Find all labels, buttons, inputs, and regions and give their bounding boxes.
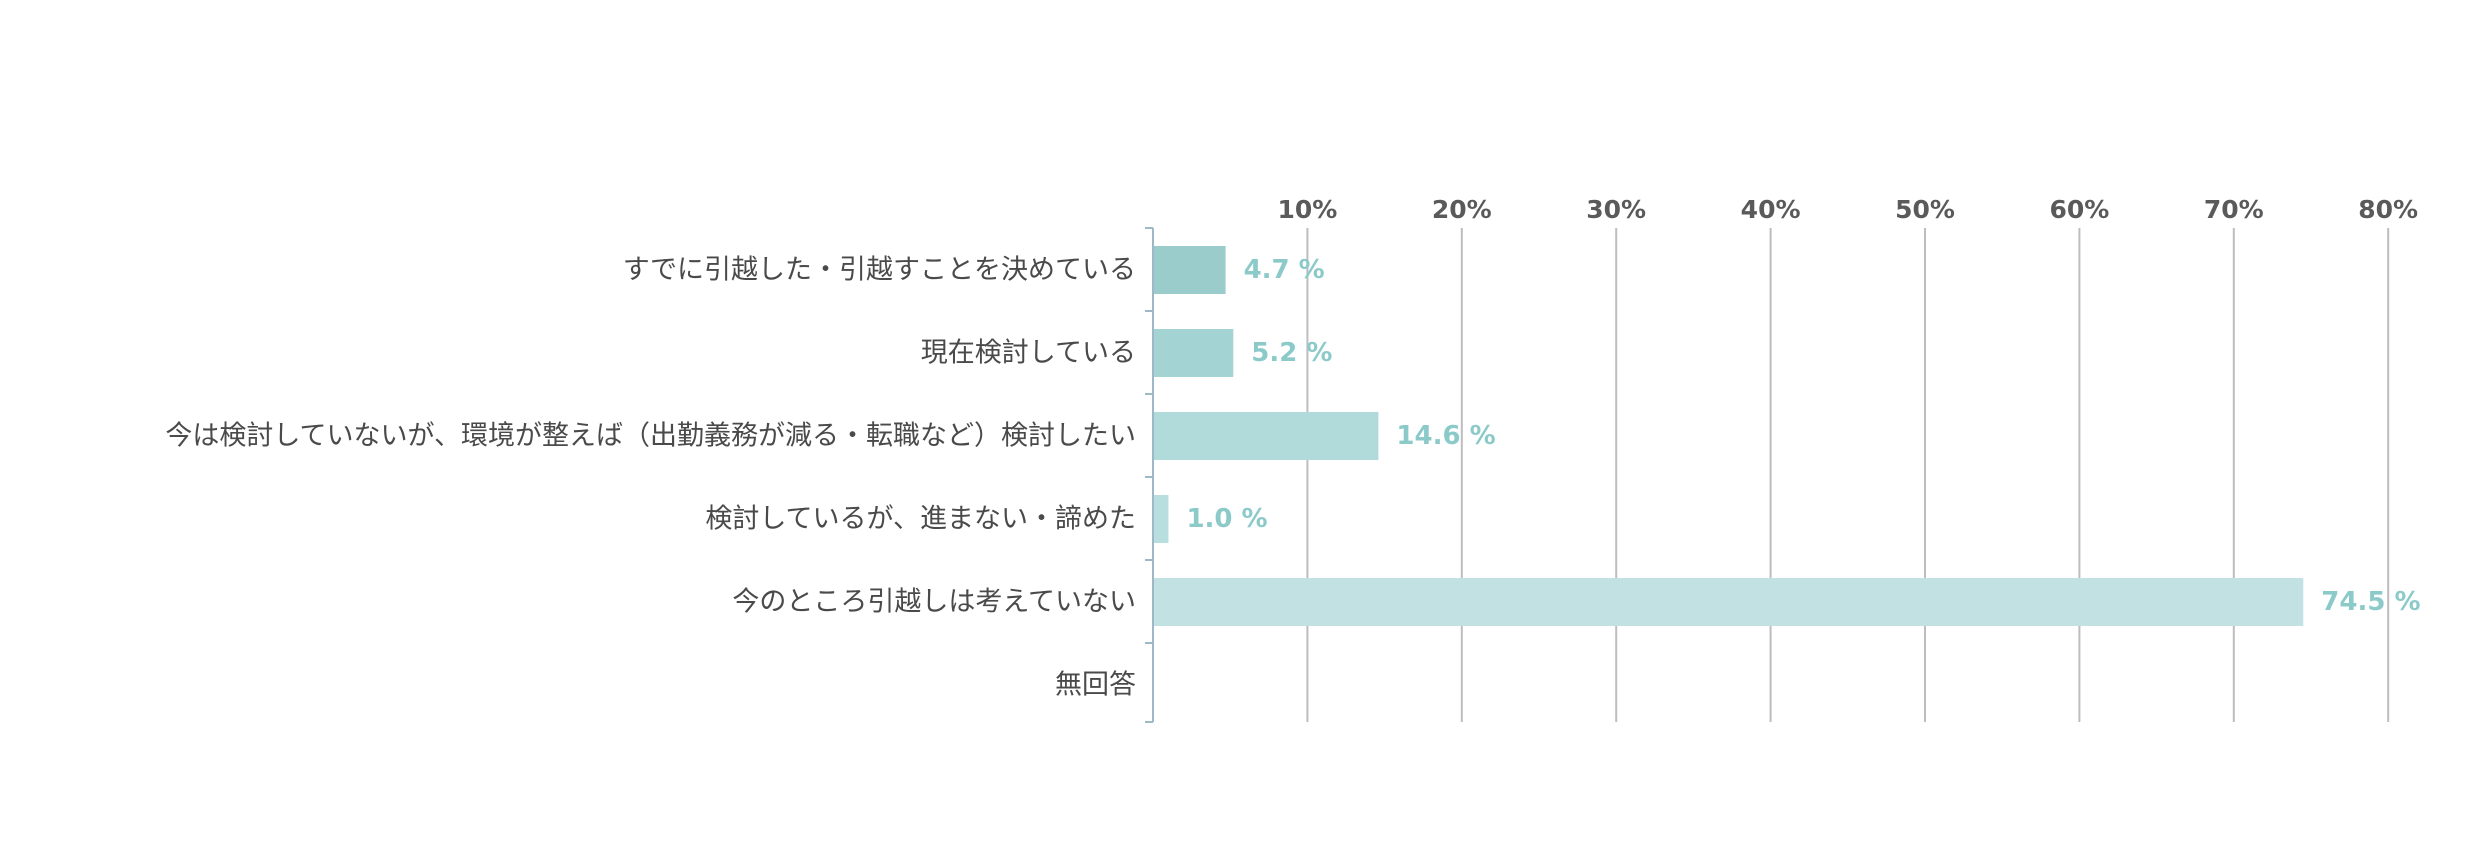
category-label: すでに引越した・引越すことを決めている [623,255,1136,286]
value-label: 4.7 % [1244,255,1325,285]
category-label: 今のところ引越しは考えていない [732,587,1136,618]
x-tick-label: 80% [2358,195,2418,224]
category-label: 現在検討している [921,338,1136,369]
bar [1153,578,2304,626]
value-label: 74.5 % [2321,587,2420,617]
value-label: 1.0 % [1186,504,1267,534]
x-tick-label: 20% [1432,195,1492,224]
x-tick-label: 70% [2204,195,2264,224]
category-label: 検討しているが、進まない・諦めた [705,504,1136,535]
bar [1153,412,1379,460]
x-tick-label: 10% [1277,195,1337,224]
x-tick-label: 40% [1741,195,1801,224]
value-labels: 4.7 % 5.2 % 14.6 % 1.0 % 74.5 % [1186,255,2420,617]
bars [1153,246,2304,626]
x-tick-labels: 10% 20% 30% 40% 50% 60% 70% 80% [1277,195,2418,224]
category-label: 無回答 [1055,670,1136,701]
x-tick-label: 30% [1586,195,1646,224]
bar [1153,329,1234,377]
x-tick-label: 60% [2049,195,2109,224]
value-label: 14.6 % [1396,421,1495,451]
bar [1153,246,1226,294]
category-label: 今は検討していないが、環境が整えば（出勤義務が減る・転職など）検討したい [165,421,1136,452]
category-axis [1145,227,1154,723]
bar [1153,495,1169,543]
category-labels: すでに引越した・引越すことを決めている現在検討している今は検討していないが、環境… [165,255,1136,701]
x-tick-label: 50% [1895,195,1955,224]
gridlines [1306,228,2390,722]
value-label: 5.2 % [1251,338,1332,368]
